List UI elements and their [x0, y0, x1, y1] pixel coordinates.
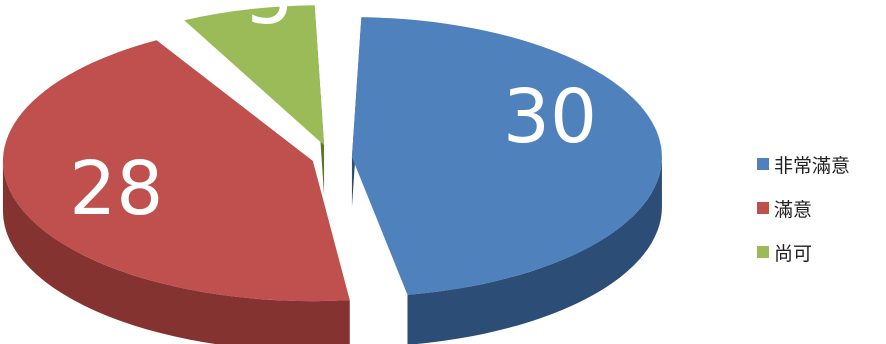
slice-side-satisfied — [2, 161, 350, 344]
slice-satisfied — [2, 40, 350, 302]
legend-swatch — [757, 246, 769, 258]
pie-labels: 30 28 5 — [69, 0, 597, 232]
slice-side-very-satisfied — [407, 157, 662, 344]
slice-acceptable — [184, 5, 325, 146]
legend-label: 滿意 — [774, 198, 813, 221]
legend-item-acceptable: 尚可 — [757, 230, 850, 274]
legend-label: 尚可 — [774, 242, 813, 265]
legend-swatch — [757, 202, 769, 214]
data-label-satisfied: 28 — [69, 146, 163, 232]
legend-label: 非常滿意 — [774, 154, 851, 177]
pie-tops — [2, 5, 662, 302]
slice-very-satisfied — [351, 17, 662, 295]
legend: 非常滿意 滿意 尚可 — [757, 142, 850, 274]
data-label-very-satisfied: 30 — [503, 74, 597, 160]
legend-item-very-satisfied: 非常滿意 — [757, 142, 850, 186]
legend-swatch — [757, 158, 769, 170]
data-label-acceptable: 5 — [246, 0, 293, 41]
legend-item-satisfied: 滿意 — [757, 186, 850, 230]
